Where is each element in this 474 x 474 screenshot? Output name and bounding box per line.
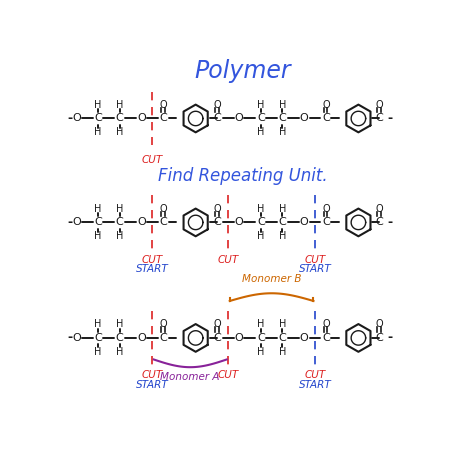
Text: H: H (94, 231, 102, 241)
Text: O: O (214, 319, 221, 329)
Text: C: C (322, 333, 330, 343)
Text: O: O (137, 333, 146, 343)
Text: O: O (72, 333, 81, 343)
Text: O: O (300, 333, 309, 343)
Text: O: O (159, 203, 167, 214)
Text: H: H (279, 128, 286, 137)
Text: O: O (322, 100, 329, 109)
Text: C: C (159, 113, 167, 124)
Text: C: C (116, 218, 124, 228)
Text: Monomer B: Monomer B (242, 274, 301, 284)
Text: H: H (116, 319, 123, 329)
Text: C: C (257, 333, 264, 343)
Text: C: C (94, 113, 102, 124)
Text: H: H (94, 347, 102, 357)
Text: C: C (279, 113, 286, 124)
Text: H: H (257, 231, 264, 241)
Text: Polymer: Polymer (195, 59, 291, 83)
Text: C: C (322, 218, 330, 228)
Text: -: - (67, 216, 73, 229)
Text: -: - (67, 112, 73, 125)
Text: O: O (300, 218, 309, 228)
Text: CUT: CUT (304, 370, 326, 380)
Text: O: O (214, 203, 221, 214)
Text: CUT: CUT (218, 255, 239, 265)
Text: CUT: CUT (218, 370, 239, 380)
Text: H: H (116, 128, 123, 137)
Text: C: C (94, 333, 102, 343)
Text: CUT: CUT (142, 370, 163, 380)
Text: O: O (300, 113, 309, 124)
Text: C: C (257, 113, 264, 124)
Text: H: H (94, 203, 102, 214)
Text: H: H (279, 203, 286, 214)
Text: H: H (94, 100, 102, 109)
Text: C: C (279, 218, 286, 228)
Text: O: O (159, 319, 167, 329)
Text: C: C (94, 218, 102, 228)
Text: O: O (72, 113, 81, 124)
Text: H: H (279, 231, 286, 241)
Text: CUT: CUT (142, 155, 163, 165)
Text: START: START (299, 264, 331, 274)
Text: C: C (375, 333, 383, 343)
Text: C: C (279, 333, 286, 343)
Text: O: O (137, 113, 146, 124)
Text: Monomer A: Monomer A (161, 372, 220, 382)
Text: O: O (375, 100, 383, 109)
Text: C: C (116, 333, 124, 343)
Text: C: C (257, 218, 264, 228)
Text: START: START (299, 380, 331, 390)
Text: O: O (235, 113, 244, 124)
Text: START: START (136, 380, 169, 390)
Text: H: H (116, 100, 123, 109)
Text: O: O (322, 319, 329, 329)
Text: H: H (257, 347, 264, 357)
Text: O: O (214, 100, 221, 109)
Text: CUT: CUT (142, 255, 163, 265)
Text: -: - (388, 112, 393, 125)
Text: H: H (279, 347, 286, 357)
Text: O: O (235, 333, 244, 343)
Text: C: C (213, 218, 221, 228)
Text: H: H (116, 203, 123, 214)
Text: C: C (213, 113, 221, 124)
Text: C: C (375, 113, 383, 124)
Text: O: O (235, 218, 244, 228)
Text: O: O (375, 319, 383, 329)
Text: H: H (257, 203, 264, 214)
Text: H: H (94, 319, 102, 329)
Text: O: O (72, 218, 81, 228)
Text: H: H (257, 319, 264, 329)
Text: O: O (159, 100, 167, 109)
Text: H: H (116, 347, 123, 357)
Text: H: H (279, 100, 286, 109)
Text: C: C (375, 218, 383, 228)
Text: C: C (159, 333, 167, 343)
Text: -: - (67, 331, 73, 345)
Text: Find Repeating Unit.: Find Repeating Unit. (158, 167, 328, 185)
Text: H: H (257, 128, 264, 137)
Text: H: H (116, 231, 123, 241)
Text: O: O (375, 203, 383, 214)
Text: CUT: CUT (304, 255, 326, 265)
Text: H: H (94, 128, 102, 137)
Text: START: START (136, 264, 169, 274)
Text: O: O (322, 203, 329, 214)
Text: C: C (322, 113, 330, 124)
Text: -: - (388, 216, 393, 229)
Text: C: C (116, 113, 124, 124)
Text: H: H (257, 100, 264, 109)
Text: H: H (279, 319, 286, 329)
Text: C: C (159, 218, 167, 228)
Text: O: O (137, 218, 146, 228)
Text: C: C (213, 333, 221, 343)
Text: -: - (388, 331, 393, 345)
